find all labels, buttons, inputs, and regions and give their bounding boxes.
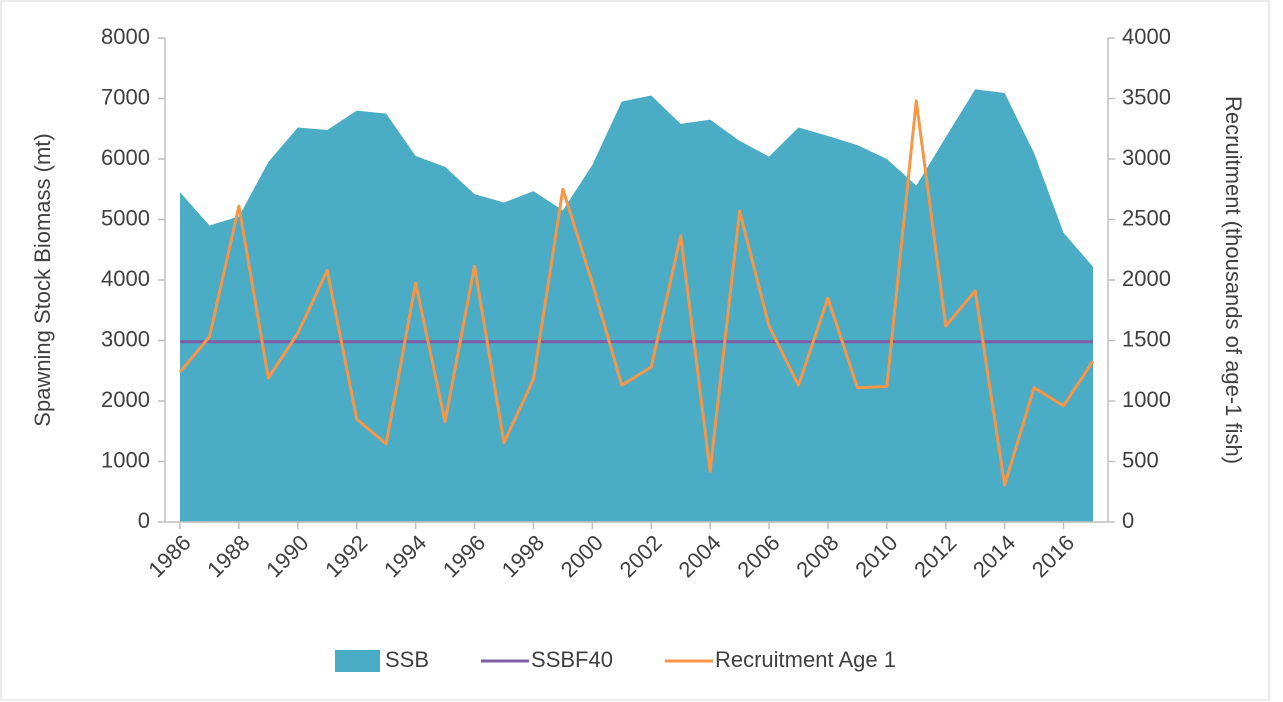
y-tick-label: 2000 [101, 387, 150, 412]
y-axis-label: Spawning Stock Biomass (mt) [30, 133, 55, 426]
y2-tick-label: 0 [1122, 508, 1134, 533]
y2-tick-label: 1000 [1122, 387, 1171, 412]
y2-tick-label: 4000 [1122, 24, 1171, 49]
y-tick-label: 3000 [101, 326, 150, 351]
y-tick-label: 8000 [101, 24, 150, 49]
legend-swatch [335, 650, 380, 672]
y2-tick-label: 500 [1122, 447, 1159, 472]
y2-tick-label: 2000 [1122, 266, 1171, 291]
line [178, 99, 1095, 487]
y2-axis-label: Recruitment (thousands of age-1 fish) [1221, 96, 1246, 464]
y-tick-label: 7000 [101, 84, 150, 109]
y2-tick-label: 3000 [1122, 145, 1171, 170]
legend-label: Recruitment Age 1 [715, 647, 896, 672]
y-tick-label: 4000 [101, 266, 150, 291]
y-tick-label: 1000 [101, 447, 150, 472]
y2-tick-label: 3500 [1122, 84, 1171, 109]
legend-label: SSB [385, 647, 429, 672]
area [180, 89, 1093, 523]
y2-tick-label: 2500 [1122, 205, 1171, 230]
legend-label: SSBF40 [531, 647, 613, 672]
y-tick-label: 6000 [101, 145, 150, 170]
y-tick-label: 0 [138, 508, 150, 533]
y2-tick-label: 1500 [1122, 326, 1171, 351]
y-tick-label: 5000 [101, 205, 150, 230]
